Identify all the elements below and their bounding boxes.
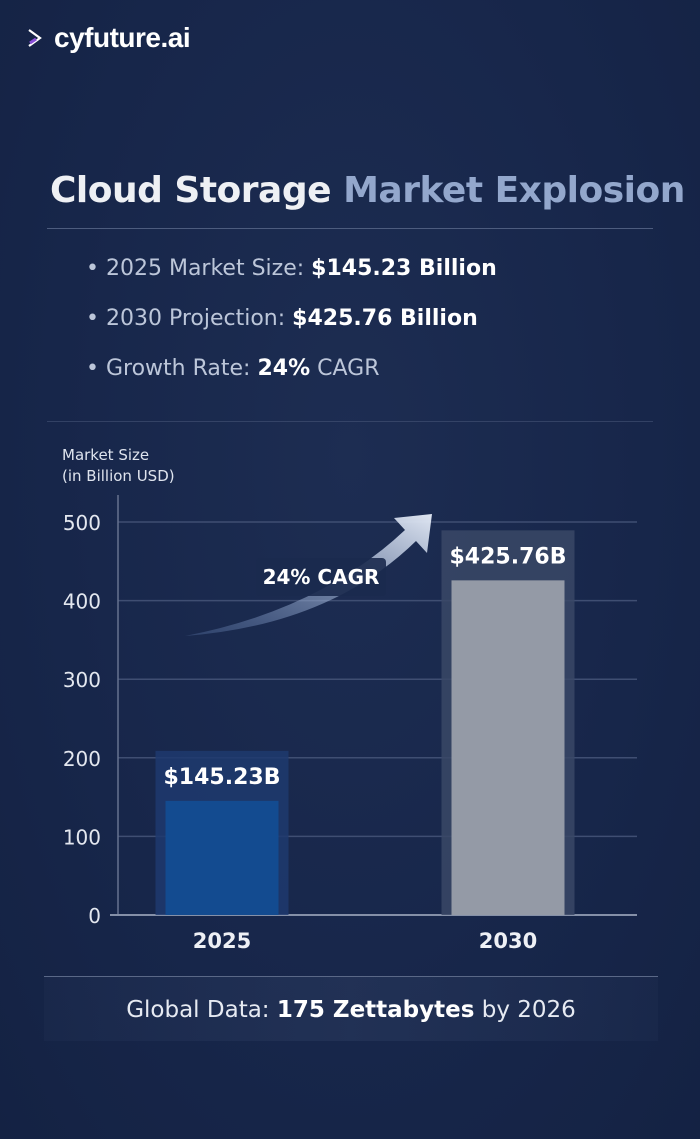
divider [47, 421, 653, 422]
logo-arrow-icon [28, 29, 42, 47]
stat-item: • Growth Rate: 24% CAGR [86, 356, 380, 381]
logo-text: cyfuture.ai [54, 22, 191, 53]
y-tick-label: 400 [63, 590, 101, 614]
data-label: $145.23B [164, 765, 281, 790]
cagr-badge [256, 558, 386, 596]
stat-item: • 2025 Market Size: $145.23 Billion [86, 256, 497, 281]
y-tick-label: 0 [88, 904, 101, 928]
cagr-annotation: 24% CAGR [263, 565, 380, 589]
y-tick-label: 100 [63, 825, 101, 849]
y-axis-label: Market Size (in Billion USD) [62, 446, 175, 485]
footer-stat: Global Data: 175 Zettabytes by 2026 [44, 976, 658, 1041]
stats-list: • 2025 Market Size: $145.23 Billion • 20… [86, 256, 497, 406]
x-tick-label: 2030 [479, 929, 537, 953]
y-tick-label: 500 [63, 511, 101, 535]
y-tick-label: 300 [63, 668, 101, 692]
stat-item: • 2030 Projection: $425.76 Billion [86, 306, 478, 331]
x-tick-label: 2025 [193, 929, 251, 953]
bar-chart: 0 100 200 300 400 500 $145.23B 2025 $425.76B 203… [63, 495, 637, 953]
bar-2025 [165, 800, 279, 915]
page-title: Cloud Storage Market Explosion [50, 170, 685, 211]
growth-arrow [185, 514, 432, 636]
divider [47, 228, 653, 229]
bar-2030 [451, 580, 565, 915]
logo: cyfuture.ai [26, 22, 191, 54]
y-tick-label: 200 [63, 747, 101, 771]
data-label: $425.76B [450, 544, 567, 569]
